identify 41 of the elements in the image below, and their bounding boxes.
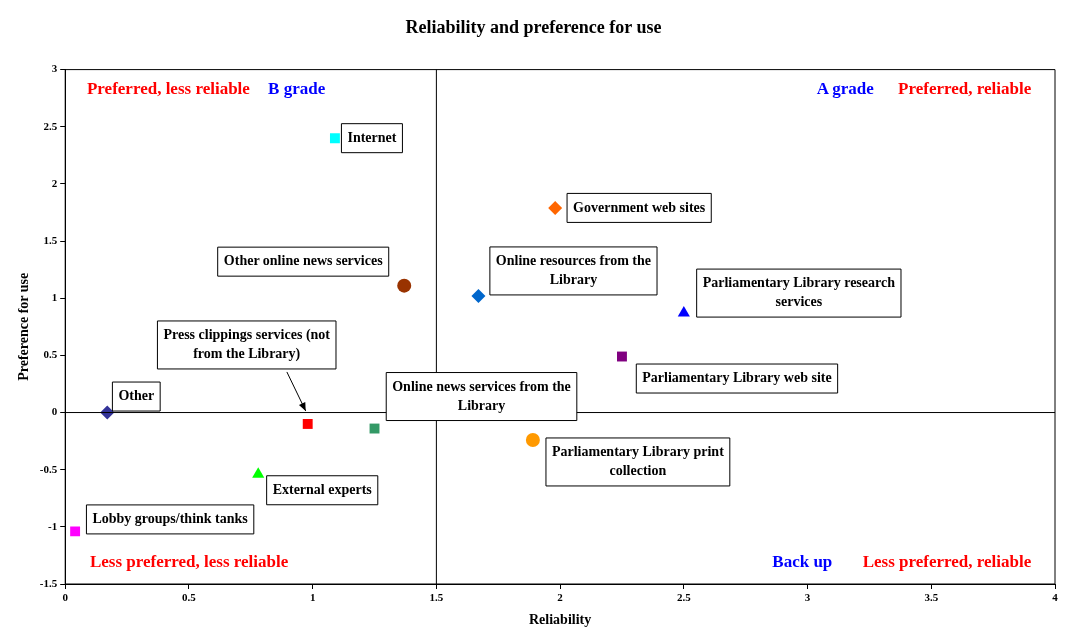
y-tick-label: 0 [51, 405, 58, 418]
annotation: Less preferred, less reliable [89, 552, 289, 572]
x-tick-label: 1 [309, 591, 316, 604]
x-axis-title: Reliability [528, 612, 592, 628]
series-label: Other online news services [223, 253, 384, 269]
y-tick-label: -1 [48, 519, 58, 532]
x-tick-label: 2.5 [676, 591, 692, 604]
y-axis-title: Preference for use [16, 272, 32, 381]
y-tick-label: -1.5 [39, 576, 58, 589]
series-label: Parliamentary Library research services [702, 275, 896, 310]
y-tick-label: -0.5 [39, 462, 58, 475]
text: Press clippings services (not from the Library) [163, 327, 331, 363]
x-tick-label: 0 [62, 591, 69, 604]
x-tick-label: 4 [1052, 591, 1059, 604]
series-label: Other [118, 388, 155, 404]
annotation: Less preferred, reliable [862, 552, 1032, 572]
series-label: Parliamentary Library print collection [551, 444, 725, 479]
x-tick-label: 0.5 [182, 591, 197, 604]
x-tick-label: 1.5 [429, 591, 444, 604]
series-label: Parliamentary Library web site [642, 370, 832, 386]
series-label: Government web sites [573, 199, 706, 215]
series-label: External experts [272, 481, 373, 497]
y-tick-label: 2.5 [43, 119, 58, 132]
annotation: Back up [772, 552, 833, 572]
x-tick-label: 3.5 [924, 591, 939, 604]
y-tick-label: 1 [51, 291, 58, 304]
x-tick-label: 2 [557, 591, 564, 604]
series-label: Online resources from the Library [495, 253, 652, 288]
annotation: Preferred, reliable [898, 79, 1032, 99]
series-label: Online news services from the Library [392, 378, 571, 413]
x-tick-label: 3 [804, 591, 811, 604]
y-tick-label: 2 [51, 176, 58, 189]
y-tick-label: 3 [51, 62, 58, 75]
series-label: Lobby groups/think tanks [92, 511, 249, 527]
y-tick-label: 1.5 [43, 233, 58, 246]
annotation: A grade [816, 79, 875, 99]
y-tick-label: 0.5 [43, 348, 58, 361]
series-label: Internet [347, 129, 397, 145]
annotation: Preferred, less reliable [86, 79, 251, 99]
annotation: B grade [268, 79, 326, 99]
chart-title: Reliability and preference for use [405, 17, 662, 38]
